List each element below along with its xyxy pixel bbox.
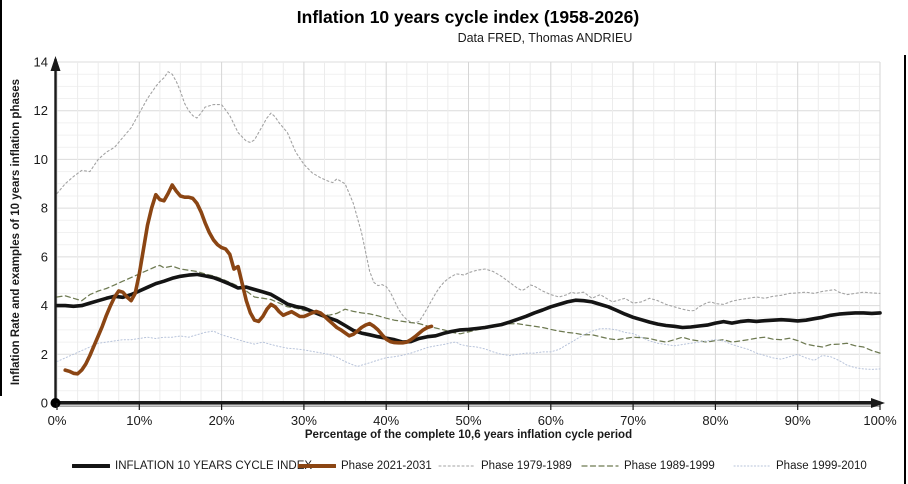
left-border-line: [0, 0, 2, 396]
y-tick-label: 6: [41, 249, 48, 264]
page-subtitle: Data FRED, Thomas ANDRIEU: [457, 31, 633, 45]
x-tick-label: 100%: [863, 413, 897, 428]
legend-item-0: INFLATION 10 YEARS CYCLE INDEX: [72, 455, 312, 477]
page-title: Inflation 10 years cycle index (1958-202…: [296, 7, 640, 27]
legend-label: Phase 1979-1989: [481, 460, 572, 472]
y-tick-label: 4: [41, 298, 48, 313]
x-tick-label: 40%: [373, 413, 399, 428]
legend-label: INFLATION 10 YEARS CYCLE INDEX: [115, 460, 313, 472]
legend-swatch: [298, 464, 336, 468]
legend-label: Phase 1999-2010: [776, 460, 867, 472]
legend-item-2: Phase 1979-1989: [438, 455, 572, 477]
x-tick-label: 10%: [126, 413, 152, 428]
y-tick-label: 0: [41, 396, 48, 411]
legend-swatch: [72, 464, 110, 468]
y-tick-label: 10: [34, 152, 48, 167]
chart-legend: INFLATION 10 YEARS CYCLE INDEX Phase 2021…: [0, 455, 908, 479]
series-line-3: [56, 264, 881, 354]
y-tick-label: 12: [34, 103, 48, 118]
series-line-4: [56, 328, 881, 370]
series-line-0: [55, 272, 882, 344]
legend-swatch: [733, 465, 771, 467]
x-tick-label: 30%: [291, 413, 317, 428]
y-tick-label: 14: [34, 55, 48, 70]
x-tick-label: 80%: [702, 413, 728, 428]
x-axis-line: [55, 401, 877, 405]
x-axis-arrow: [871, 398, 885, 408]
x-axis-title: Percentage of the complete 10,6 years in…: [304, 429, 633, 441]
legend-label: Phase 2021-2031: [341, 460, 432, 472]
x-tick-label: 60%: [538, 413, 564, 428]
x-tick-label: 50%: [455, 413, 481, 428]
legend-item-4: Phase 1999-2010: [733, 455, 867, 477]
x-tick-label: 20%: [209, 413, 235, 428]
series-line-1: [63, 183, 434, 376]
y-axis-arrow: [50, 56, 61, 71]
series-line-2: [56, 71, 881, 324]
origin-dot: [50, 398, 61, 408]
x-tick-label: 70%: [620, 413, 646, 428]
legend-swatch: [581, 465, 619, 467]
y-axis-line: [54, 59, 57, 403]
x-tick-label: 90%: [785, 413, 811, 428]
x-tick-label: 0%: [48, 413, 67, 428]
legend-item-1: Phase 2021-2031: [298, 455, 432, 477]
y-tick-label: 8: [41, 201, 48, 216]
y-tick-label: 2: [41, 347, 48, 362]
legend-label: Phase 1989-1999: [624, 460, 715, 472]
legend-item-3: Phase 1989-1999: [581, 455, 715, 477]
legend-swatch: [438, 465, 476, 467]
right-border-line: [904, 55, 906, 484]
